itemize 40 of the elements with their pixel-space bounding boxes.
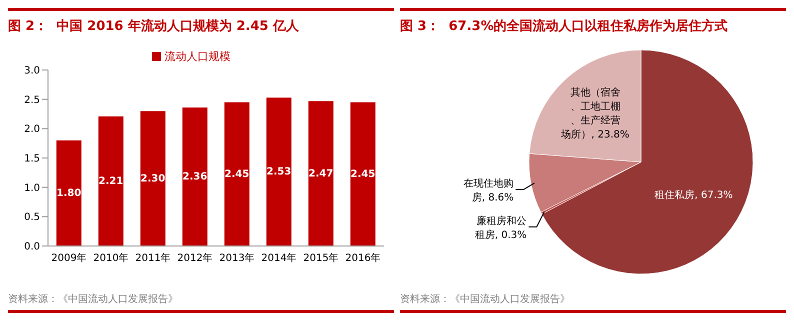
x-tick-label: 2009年 — [51, 252, 87, 264]
x-tick-label: 2010年 — [93, 252, 129, 264]
chart-title: 图 3： 67.3%的全国流动人口以租住私房作为居住方式 — [400, 18, 729, 35]
y-tick-label: 0.0 — [24, 242, 40, 253]
data-label: 2.45 — [350, 168, 376, 180]
data-label: 2.53 — [266, 166, 292, 178]
text: 资料来源：《中国流动人口发展报告》 — [8, 292, 178, 306]
y-tick-label: 3.0 — [24, 66, 40, 77]
x-tick-label: 2015年 — [303, 252, 339, 264]
y-tick-label: 1.5 — [24, 154, 40, 165]
data-label: 2.47 — [308, 168, 334, 180]
bar — [182, 108, 208, 246]
bar — [266, 98, 292, 246]
x-tick-label: 2012年 — [177, 252, 213, 264]
slice-label: 其他（宿舍、工地工棚、生产经营场所）, 23.8% — [560, 86, 630, 141]
data-label: 1.80 — [56, 188, 82, 199]
slice-label: 廉租房和公租房, 0.3% — [474, 214, 527, 241]
bar — [224, 102, 250, 246]
x-tick-label: 2013年 — [219, 252, 255, 264]
y-tick-label: 2.0 — [24, 124, 40, 136]
y-tick-label: 2.5 — [24, 94, 40, 106]
x-tick-label: 2011年 — [135, 252, 171, 264]
data-label: 2.21 — [98, 176, 124, 187]
chart-title: 图 2： 中国 2016 年流动人口规模为 2.45 亿人 — [8, 18, 300, 35]
y-tick-label: 0.5 — [24, 212, 40, 224]
bar — [98, 116, 124, 246]
y-tick-label: 1.0 — [24, 182, 40, 194]
bar — [56, 140, 82, 246]
legend-label: 流动人口规模 — [164, 50, 230, 63]
bar — [140, 111, 166, 246]
bar — [350, 102, 376, 246]
bar — [308, 101, 334, 246]
data-label: 2.36 — [182, 172, 208, 183]
slice-label: 在现住地购房, 8.6% — [464, 177, 514, 204]
data-label: 2.30 — [140, 173, 166, 184]
slice-label: 租住私房, 67.3% — [654, 188, 733, 201]
text: 资料来源：《中国流动人口发展报告》 — [400, 292, 570, 306]
data-label: 2.45 — [224, 168, 250, 180]
x-tick-label: 2016年 — [345, 252, 381, 264]
x-tick-label: 2014年 — [261, 252, 297, 264]
